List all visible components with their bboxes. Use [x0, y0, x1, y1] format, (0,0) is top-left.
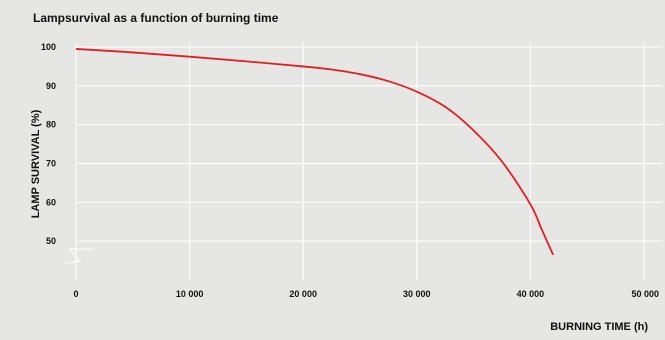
y-tick-label: 80 [46, 120, 56, 130]
y-gridlines [76, 46, 662, 242]
y-tick-label: 60 [46, 197, 56, 207]
y-tick-label: 90 [46, 81, 56, 91]
x-tick-labels: 0 10 000 20 000 30 000 40 000 50 000 [73, 289, 659, 299]
x-tick-label: 50 000 [631, 289, 659, 299]
x-tick-label: 30 000 [403, 289, 431, 299]
y-tick-label: 50 [46, 236, 56, 246]
axis-break-marker [65, 248, 92, 264]
x-gridlines [75, 42, 645, 280]
y-tick-labels: 50 60 70 80 90 100 [41, 42, 56, 246]
y-tick-label: 70 [46, 159, 56, 169]
x-tick-label: 40 000 [517, 289, 545, 299]
x-tick-label: 20 000 [289, 289, 317, 299]
x-axis-title: BURNING TIME (h) [550, 321, 648, 333]
x-tick-label: 10 000 [176, 289, 204, 299]
y-tick-label: 100 [41, 42, 56, 52]
survival-curve-line [75, 48, 554, 256]
x-tick-label: 0 [73, 289, 78, 299]
chart-title: Lampsurvival as a function of burning ti… [33, 11, 279, 25]
y-axis-title: LAMP SURVIVAL (%) [30, 109, 42, 218]
